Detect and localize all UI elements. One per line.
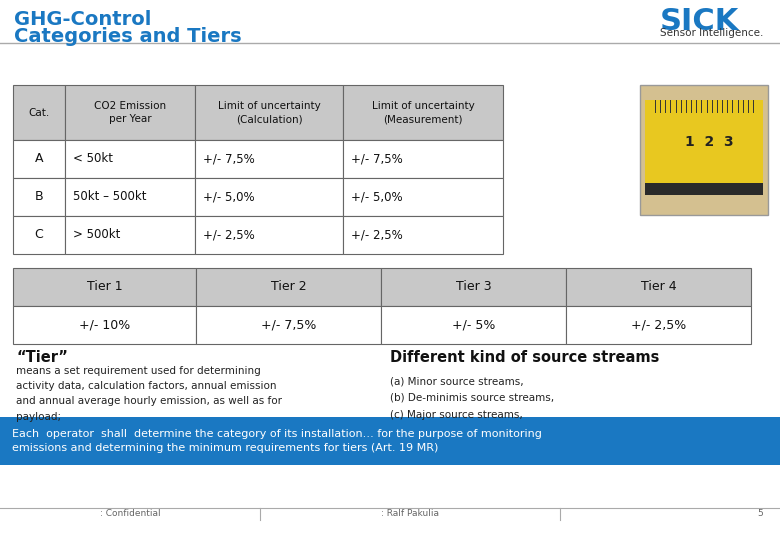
Text: +/- 10%: +/- 10% <box>79 319 130 332</box>
Bar <box>65 216 195 254</box>
Text: +/- 7,5%: +/- 7,5% <box>261 319 316 332</box>
Text: +/- 2,5%: +/- 2,5% <box>351 228 402 241</box>
Bar <box>195 216 343 254</box>
Text: +/- 5,0%: +/- 5,0% <box>351 191 402 204</box>
Text: > 500kt: > 500kt <box>73 228 120 241</box>
Bar <box>381 268 566 306</box>
Bar <box>196 268 381 306</box>
Bar <box>640 85 768 215</box>
Bar <box>195 85 343 140</box>
Bar <box>13 140 65 178</box>
Text: (a) Minor source streams,
(b) De-minimis source streams,
(c) Major source stream: (a) Minor source streams, (b) De-minimis… <box>390 376 554 420</box>
Text: +/- 2,5%: +/- 2,5% <box>631 319 686 332</box>
Text: Limit of uncertainty
(Measurement): Limit of uncertainty (Measurement) <box>371 101 474 124</box>
Text: +/- 5%: +/- 5% <box>452 319 495 332</box>
Text: Tier 2: Tier 2 <box>271 280 307 294</box>
Text: B: B <box>34 191 44 204</box>
Text: : Ralf Pakulia: : Ralf Pakulia <box>381 510 439 518</box>
Bar <box>65 85 195 140</box>
Bar <box>343 140 503 178</box>
Bar <box>195 140 343 178</box>
Text: SICK: SICK <box>660 7 739 36</box>
Bar <box>13 178 65 216</box>
Text: Different kind of source streams: Different kind of source streams <box>390 350 659 365</box>
Bar <box>381 306 566 344</box>
Bar <box>196 306 381 344</box>
Bar <box>343 178 503 216</box>
Text: CO2 Emission
per Year: CO2 Emission per Year <box>94 101 166 124</box>
Text: Tier 3: Tier 3 <box>456 280 491 294</box>
Text: A: A <box>35 152 43 165</box>
Text: GHG-Control: GHG-Control <box>14 10 151 29</box>
Bar <box>343 216 503 254</box>
Bar <box>0 417 780 465</box>
Bar <box>65 140 195 178</box>
Bar <box>13 306 196 344</box>
Bar <box>566 306 751 344</box>
Text: +/- 5,0%: +/- 5,0% <box>203 191 254 204</box>
Text: Sensor Intelligence.: Sensor Intelligence. <box>660 28 764 38</box>
Bar <box>195 178 343 216</box>
Text: < 50kt: < 50kt <box>73 152 113 165</box>
Text: : Confidential: : Confidential <box>100 510 161 518</box>
Bar <box>566 268 751 306</box>
Text: 5: 5 <box>757 510 763 518</box>
Bar <box>645 183 763 195</box>
Bar <box>13 85 65 140</box>
Text: “Tier”: “Tier” <box>16 350 68 365</box>
Bar <box>13 268 196 306</box>
Bar <box>13 216 65 254</box>
Text: Tier 4: Tier 4 <box>640 280 676 294</box>
Text: Limit of uncertainty
(Calculation): Limit of uncertainty (Calculation) <box>218 101 321 124</box>
Text: 1  2  3: 1 2 3 <box>685 136 733 150</box>
Text: +/- 7,5%: +/- 7,5% <box>351 152 402 165</box>
Text: Categories and Tiers: Categories and Tiers <box>14 27 242 46</box>
Text: means a set requirement used for determining
activity data, calculation factors,: means a set requirement used for determi… <box>16 366 282 422</box>
Text: +/- 7,5%: +/- 7,5% <box>203 152 255 165</box>
Bar <box>65 178 195 216</box>
Text: Cat.: Cat. <box>28 107 50 118</box>
Text: Each  operator  shall  determine the category of its installation… for the purpo: Each operator shall determine the catego… <box>12 429 542 454</box>
Text: C: C <box>34 228 44 241</box>
Text: +/- 2,5%: +/- 2,5% <box>203 228 255 241</box>
Text: 50kt – 500kt: 50kt – 500kt <box>73 191 147 204</box>
Text: Tier 1: Tier 1 <box>87 280 122 294</box>
Bar <box>343 85 503 140</box>
Bar <box>645 100 763 195</box>
